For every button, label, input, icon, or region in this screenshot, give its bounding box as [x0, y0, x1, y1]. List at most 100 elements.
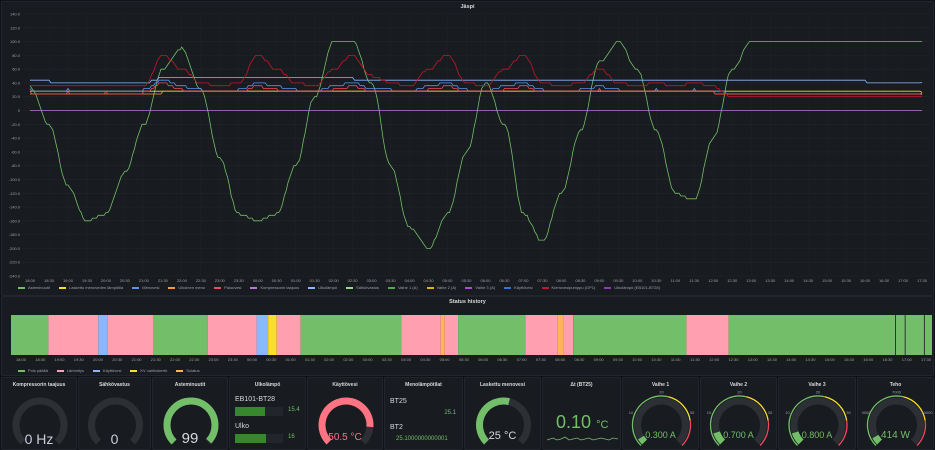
legend-swatch: [56, 369, 64, 372]
y-tick-label: -180.0: [9, 232, 21, 237]
gauge-fill: [476, 397, 510, 445]
x-tick-label: 10:30: [651, 357, 662, 362]
hot-water-panel[interactable]: Käyttövesi 50.5 °C: [307, 377, 383, 450]
legend-item[interactable]: Pois päältä: [18, 368, 48, 373]
legend-item[interactable]: Kiertovesipumppu (GP1): [541, 285, 596, 290]
legend-item[interactable]: Asteminuutit: [18, 285, 50, 290]
legend-item[interactable]: Kompressorin taajuus: [250, 285, 299, 290]
legend-item[interactable]: Menovesi: [132, 285, 159, 290]
bar-value: 15.4: [288, 407, 300, 413]
x-tick-label: 19:30: [82, 278, 93, 283]
gauge-tick-label: 10: [629, 410, 634, 415]
calc-flow-gauge: [476, 397, 531, 445]
bar-fill: [235, 407, 265, 416]
legend-label: Ulkoinen meno: [178, 285, 206, 290]
panel-title: Menolämpötilat: [405, 382, 442, 388]
calc-flow-panel[interactable]: Laskettu menovesi 25 °C: [464, 377, 541, 450]
gauge-fill: [638, 435, 648, 445]
x-tick-label: 15:30: [841, 278, 852, 283]
main-line-chart[interactable]: 140.0 120.0 100.0 80.0 60.0 40.0 20.0 0 -20.0 -40…: [2, 2, 934, 296]
panel-title: Vaihe 3: [808, 382, 826, 388]
x-tick-label: 07:30: [536, 357, 547, 362]
heater-panel[interactable]: Sähkövastus 0: [78, 377, 151, 450]
status-timeline[interactable]: 18:00 18:30 19:00 19:30 20:00 20:30 21:00 21:30…: [2, 297, 934, 376]
compressor-freq-panel[interactable]: Kompressorin taajuus 0 Hz: [1, 377, 77, 450]
x-tick-label: 08:30: [575, 278, 586, 283]
x-tick-label: 17:00: [898, 278, 909, 283]
x-tick-label: 07:30: [537, 278, 548, 283]
series-line: [30, 55, 922, 98]
legend-label: Ulkolämpö: [318, 285, 338, 290]
status-segment: [440, 315, 445, 355]
gauge-threshold: [788, 395, 825, 446]
y-tick-label: -20.0: [11, 122, 21, 127]
phase1-value: 0.300 A: [645, 430, 676, 440]
legend-swatch: [346, 286, 354, 289]
x-tick-label: 20:30: [120, 278, 131, 283]
gauge-fill: [872, 434, 883, 445]
x-tick-label: 19:00: [55, 357, 66, 362]
legend-item[interactable]: Sulatus: [176, 368, 200, 373]
legend-item[interactable]: Sähkövastus: [346, 285, 379, 290]
legend-item[interactable]: Paluuvesi: [214, 285, 241, 290]
x-tick-label: 08:30: [574, 357, 585, 362]
phase2-panel[interactable]: Vaihe 2 10 20 30 0.700 A: [700, 377, 777, 450]
flow-temps-panel[interactable]: Menolämpötilat BT25 25.1 BT2 25.10000000…: [384, 377, 463, 450]
legend-item[interactable]: Käyttövesi: [92, 368, 121, 373]
hot-water-value: 50.5 °C: [328, 432, 362, 443]
x-tick-label: 10:00: [632, 278, 643, 283]
x-tick-label: 10:30: [651, 278, 662, 283]
status-history-panel[interactable]: Status history 18:00 18:30 19:00 19:30 20:00…: [1, 296, 934, 376]
x-tick-label: 22:30: [189, 357, 200, 362]
x-tick-label: 17:00: [902, 357, 913, 362]
legend-item[interactable]: KV vaihtokiertö: [130, 368, 167, 373]
status-segment: [268, 315, 277, 355]
y-tick-label: -160.0: [9, 218, 21, 223]
compressor-value: 0 Hz: [24, 431, 54, 447]
legend-item[interactable]: Vaihe 3 (A): [465, 285, 495, 290]
legend-item[interactable]: Laskettu menoveden lämpötila: [59, 285, 123, 290]
legend-item[interactable]: Ulkolämpö (EB101-BT28): [604, 285, 660, 290]
x-tick-label: 16:30: [882, 357, 893, 362]
legend-swatch: [387, 286, 395, 289]
x-tick-label: 18:30: [35, 357, 46, 362]
phase1-panel[interactable]: Vaihe 1 10 20 30 0.300 A: [622, 377, 699, 450]
legend-item[interactable]: Ulkoinen meno: [168, 285, 205, 290]
gauge-tick-label: 7000: [892, 390, 902, 395]
bt2-value: 25.1000000000001: [396, 436, 448, 442]
legend-label: Kompressorin taajuus: [260, 285, 300, 290]
legend-item[interactable]: Ulkolämpö: [308, 285, 337, 290]
x-tick-label: 16:30: [879, 278, 890, 283]
degree-minutes-panel[interactable]: Asteminuutit 99: [152, 377, 228, 450]
legend-label: Kiertovesipumppu (GP1): [551, 285, 596, 290]
outdoor-bar-bt28: EB101-BT28 15.4: [235, 396, 300, 416]
power-panel[interactable]: Teho 3000 7000 10000 414 W: [857, 377, 934, 450]
gauge-threshold: [916, 420, 927, 446]
outdoor-temp-panel[interactable]: Ulkolämpö EB101-BT28 15.4 Ulko 16: [229, 377, 306, 450]
legend-swatch: [504, 286, 512, 289]
legend-item[interactable]: Vaihe 1 (A): [387, 285, 418, 290]
x-tick-label: 04:00: [401, 357, 412, 362]
main-graph-legend: Asteminuutit Laskettu menoveden lämpötila…: [18, 285, 669, 290]
x-tick-label: 16:00: [863, 357, 874, 362]
x-tick-label: 19:30: [74, 357, 85, 362]
legend-swatch: [92, 369, 100, 372]
delta-t-panel[interactable]: Δt (BT25) 0.10 °C: [542, 377, 621, 450]
main-graph-panel[interactable]: Jäspi 140.0 120.0 100.0 80.0 60.0 40.0 20.0 0 -2…: [1, 1, 934, 296]
panel-title: Status history: [449, 299, 486, 305]
y-tick-label: -100.0: [9, 177, 21, 182]
gauge-track: [869, 397, 924, 445]
status-segment: [256, 315, 269, 355]
x-tick-label: 13:00: [748, 357, 759, 362]
legend-item[interactable]: Lämmitys: [56, 368, 84, 373]
phase3-panel[interactable]: Vaihe 3 10 20 30 0.800 A: [778, 377, 856, 450]
legend-item[interactable]: Vaihe 2 (A): [426, 285, 456, 290]
legend-item[interactable]: Käyttövesi: [504, 285, 533, 290]
bar-label: Ulko: [235, 423, 250, 430]
status-segment: [728, 315, 932, 355]
gauge-track: [712, 397, 767, 445]
x-tick-label: 01:30: [305, 357, 316, 362]
series-line: [29, 82, 923, 96]
gauge-threshold: [668, 396, 691, 421]
gauge-fill: [163, 397, 219, 445]
